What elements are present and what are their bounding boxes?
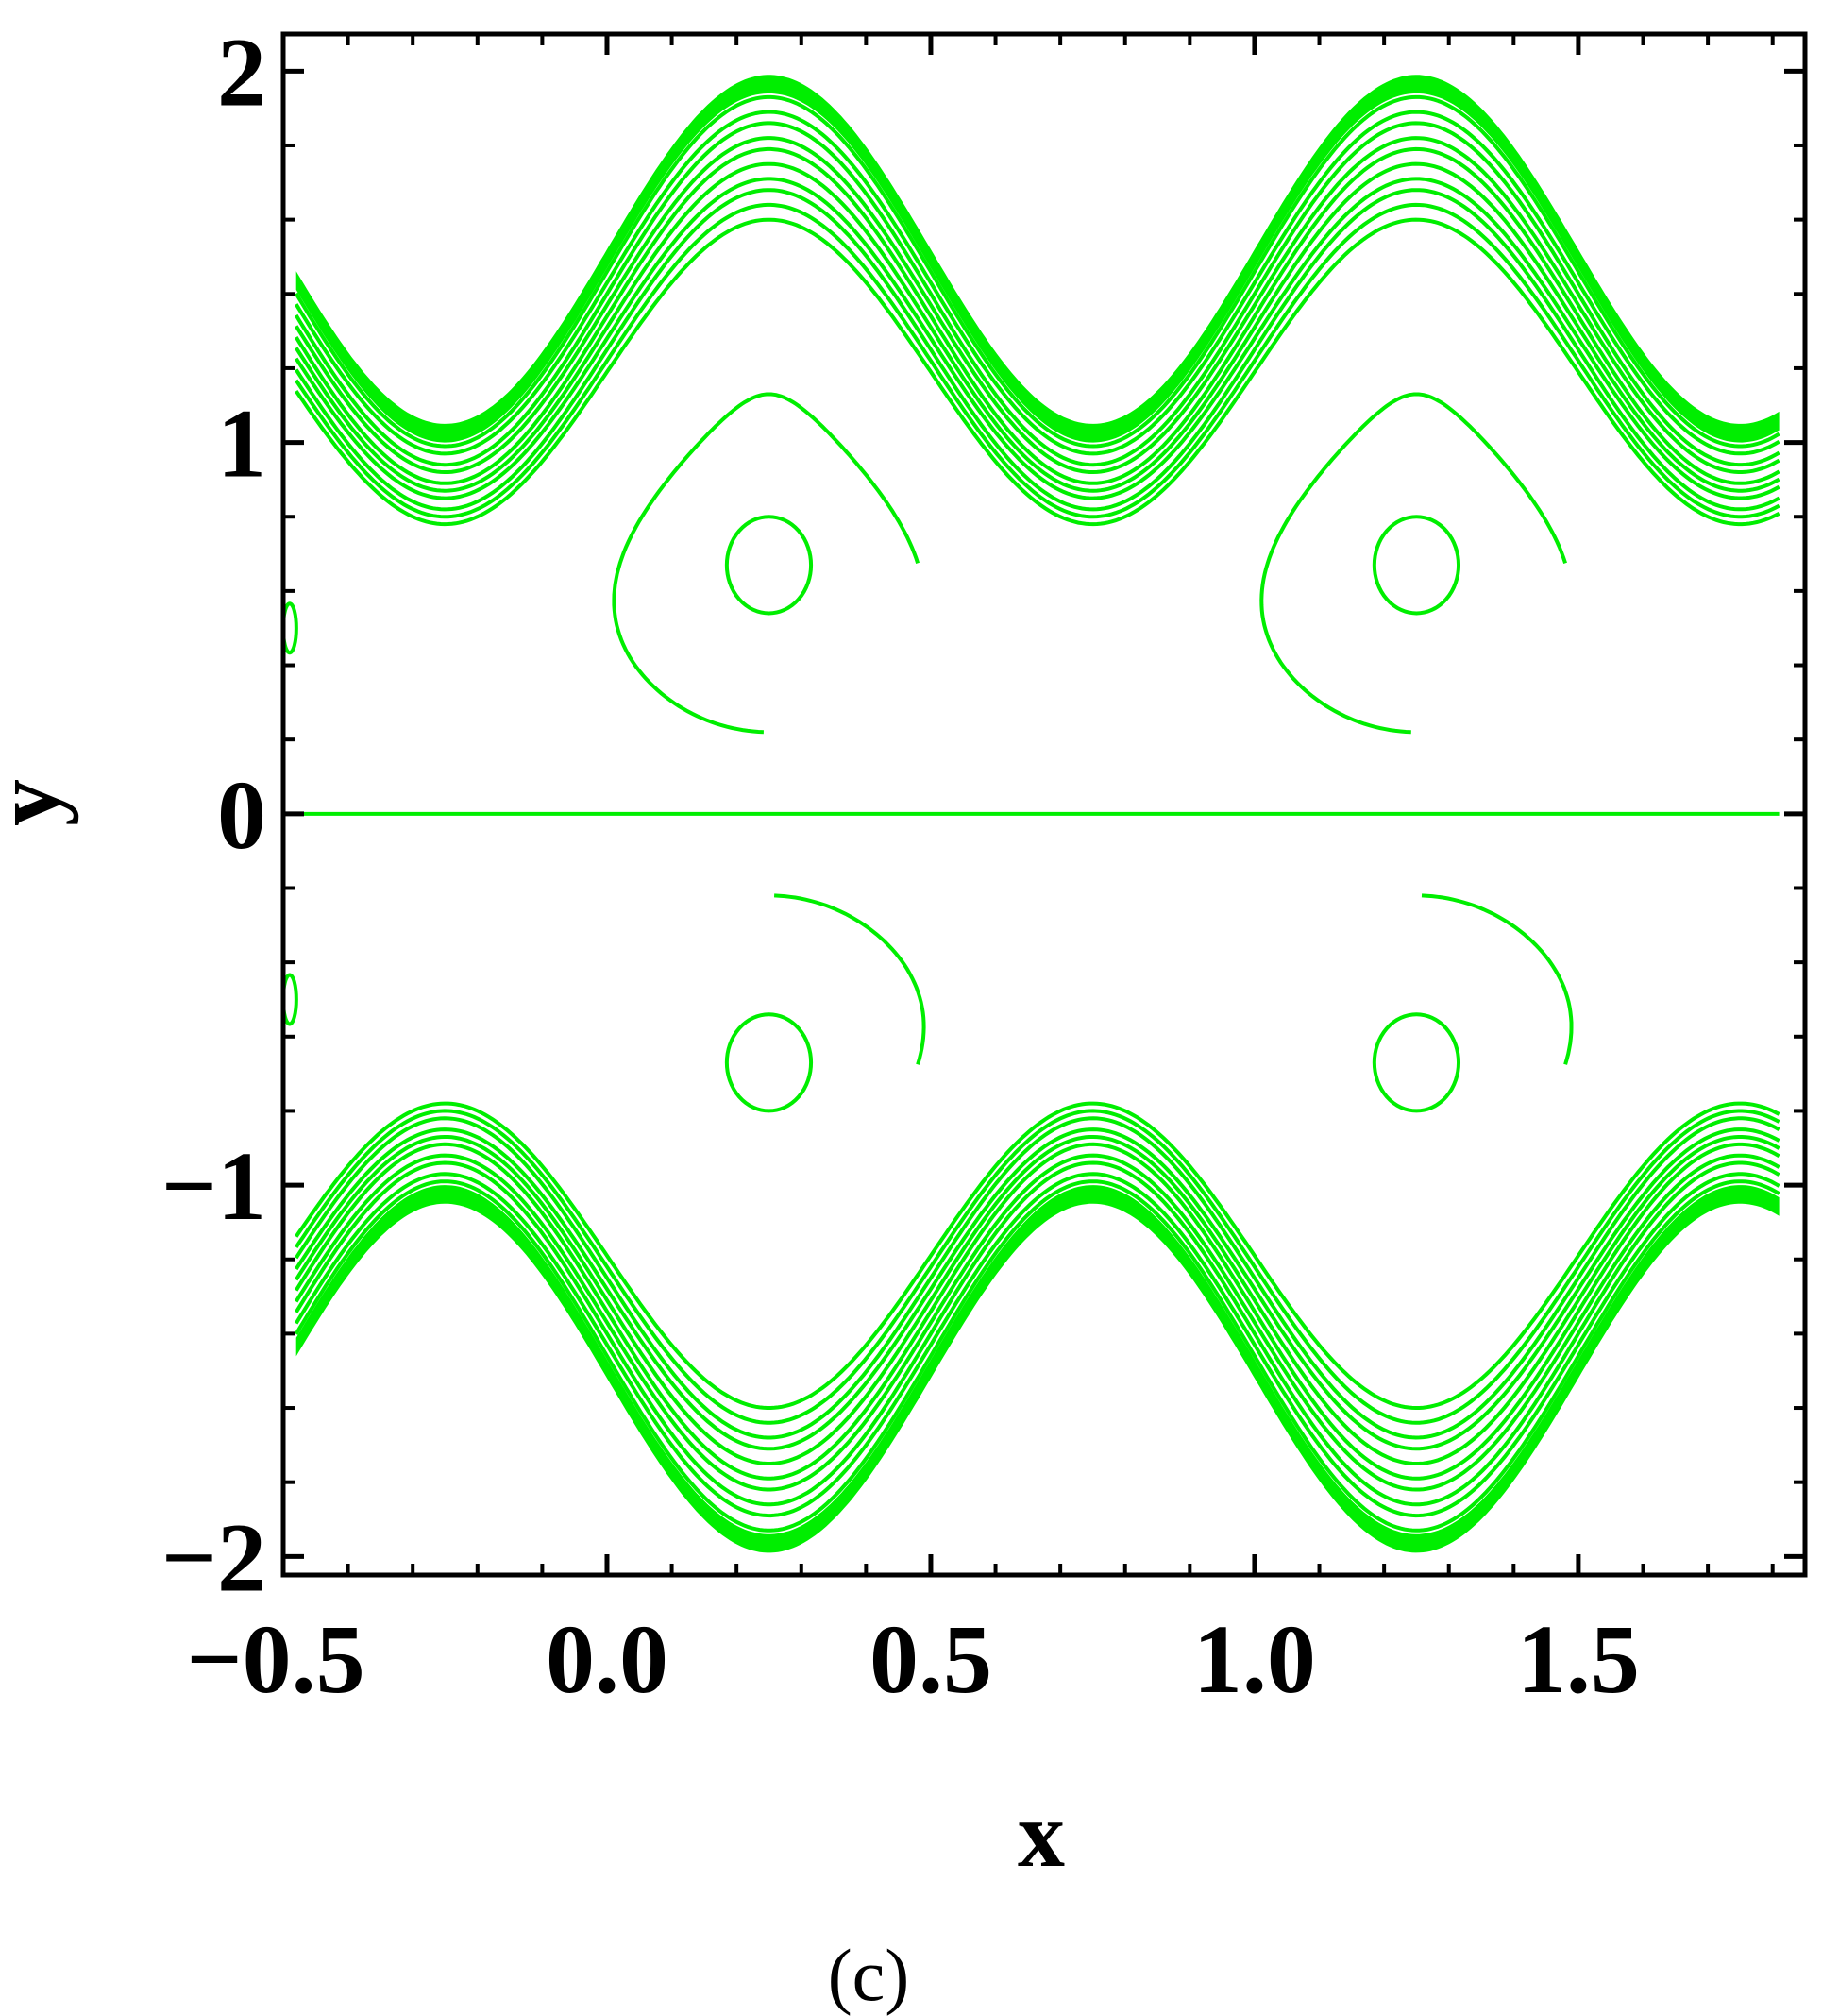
bolus-inner-2 [724,1012,814,1113]
y-tick-label-1: −1 [161,1132,266,1241]
upper-streamline-3 [295,177,1780,500]
lower-streamline-8 [294,1172,1780,1518]
lower-streamline-0 [295,1101,1780,1410]
lower-streamline-7 [294,1160,1780,1507]
y-tick-label-0: −2 [161,1503,266,1612]
upper-streamline-8 [294,110,1780,456]
lower-streamline-1 [295,1109,1780,1425]
bolus-outer-0 [612,392,920,735]
upper-streamline-9 [294,94,1780,449]
lower-streamline-4 [295,1135,1780,1466]
bolus-outer-1 [1259,392,1567,735]
plot-frame [280,31,1808,1578]
panel-label: (c) [828,1934,910,2016]
x-tick-label-3: 1.0 [1193,1605,1316,1714]
x-tick-label-2: 0.5 [869,1605,992,1714]
upper-streamline-4 [295,161,1780,493]
bolus-inner-1 [1372,515,1461,616]
upper-streamline-0 [295,217,1780,527]
axis-ticks [280,34,1805,1575]
y-axis-title: y [0,779,79,826]
lower-streamline-9 [294,1179,1780,1533]
upper-wall-band [295,75,1780,443]
x-tick-label-0: −0.5 [186,1605,364,1714]
upper-streamline-1 [295,202,1780,519]
lower-streamline-3 [295,1127,1780,1451]
tick-labels: −0.5 0.0 0.5 1.0 1.5 −2 −1 0 1 2 [161,18,1640,1714]
upper-streamline-2 [295,188,1780,512]
bolus-outer-2 [773,893,926,1065]
upper-streamline-7 [294,121,1780,467]
x-axis-title: x [1018,1782,1065,1887]
x-tick-label-4: 1.5 [1517,1605,1640,1714]
upper-streamline-5 [294,146,1780,485]
upper-streamline-6 [294,136,1780,474]
contour-lines [280,75,1780,1553]
bolus-outer-3 [1421,893,1574,1065]
y-tick-label-3: 1 [217,390,266,499]
lower-streamline-2 [295,1116,1780,1440]
bolus-inner-0 [724,515,814,616]
lower-streamline-6 [294,1153,1780,1492]
lower-wall-band [295,1185,1780,1553]
y-tick-label-4: 2 [217,18,266,127]
x-tick-label-1: 0.0 [546,1605,668,1714]
lower-streamline-5 [294,1142,1780,1481]
y-tick-label-2: 0 [217,761,266,870]
bolus-inner-3 [1372,1012,1461,1113]
